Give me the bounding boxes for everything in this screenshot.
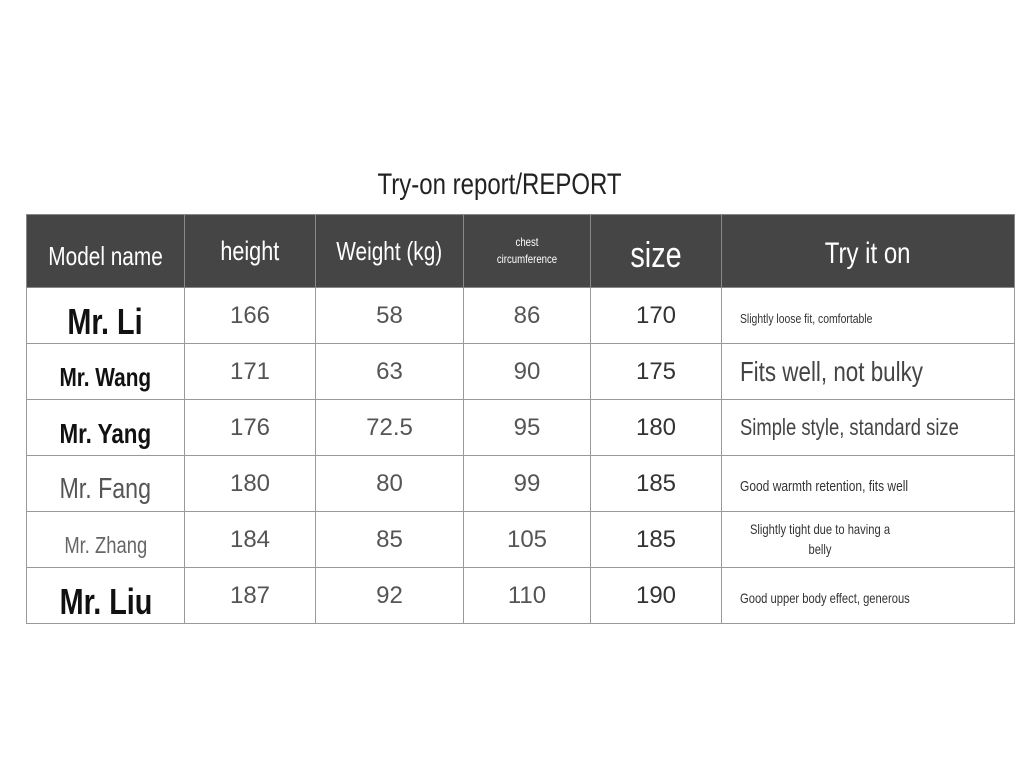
model-name-cell-text: Mr. Yang: [59, 417, 152, 449]
height-cell-text: 176: [229, 413, 271, 441]
try-it-on-cell: Good upper body effect, generous: [721, 567, 1015, 624]
model-name-cell-text: Mr. Wang: [59, 362, 152, 392]
chest-cell: 95: [463, 399, 591, 456]
model-name-cell: Mr. Li: [26, 287, 185, 344]
try-it-on-cell-text: Good upper body effect, generous: [740, 589, 910, 606]
height-cell-text: 166: [229, 301, 271, 329]
height-cell: 187: [184, 567, 316, 624]
header-height: height: [184, 214, 316, 288]
header-size: size: [590, 214, 722, 288]
try-it-on-cell: Slightly loose fit, comfortable: [721, 287, 1015, 344]
size-cell: 175: [590, 343, 722, 400]
size-cell-text: 170: [635, 301, 677, 329]
weight-cell-text: 58: [376, 301, 403, 329]
try-on-table: Model name height Weight (kg) chest circ…: [26, 214, 1015, 624]
weight-cell-text: 92: [376, 581, 403, 609]
weight-cell-text: 85: [376, 525, 403, 553]
size-cell: 170: [590, 287, 722, 344]
height-cell: 176: [184, 399, 316, 456]
table-row: Mr. Zhang 184 85 105 185 Slightly tight due t…: [26, 511, 1015, 568]
model-name-cell: Mr. Yang: [26, 399, 185, 456]
table-row: Mr. Liu 187 92 110 190 Good upper body effect…: [26, 567, 1015, 624]
weight-cell-text: 80: [376, 469, 403, 497]
try-it-on-cell-text: Fits well, not bulky: [740, 355, 923, 387]
size-cell-text: 185: [635, 469, 677, 497]
height-cell-text: 184: [229, 525, 271, 553]
size-cell: 185: [590, 511, 722, 568]
height-cell: 180: [184, 455, 316, 512]
try-it-on-cell-text: Slightly tight due to having a belly: [749, 520, 891, 557]
try-it-on-cell-text: Simple style, standard size: [740, 413, 959, 440]
chest-cell: 90: [463, 343, 591, 400]
try-it-on-cell: Fits well, not bulky: [721, 343, 1015, 400]
height-cell: 166: [184, 287, 316, 344]
report-title: Try-on report/REPORT: [377, 168, 623, 201]
model-name-cell-text: Mr. Liu: [59, 580, 152, 622]
model-name-cell: Mr. Wang: [26, 343, 185, 400]
height-cell-text: 171: [229, 357, 271, 385]
model-name-cell: Mr. Fang: [26, 455, 185, 512]
header-row: Model name height Weight (kg) chest circ…: [26, 214, 1015, 288]
model-name-cell-text: Mr. Fang: [59, 473, 152, 505]
table-row: Mr. Yang 176 72.5 95 180 Simple style, standa…: [26, 399, 1015, 456]
weight-cell-text: 63: [376, 357, 403, 385]
chest-cell-text: 105: [506, 525, 548, 553]
chest-cell-text: 99: [513, 469, 541, 497]
model-name-cell-text: Mr. Li: [67, 300, 144, 342]
chest-cell-text: 110: [507, 581, 547, 609]
weight-cell: 72.5: [315, 399, 464, 456]
model-name-cell: Mr. Liu: [26, 567, 185, 624]
weight-cell-text: 72.5: [366, 413, 413, 441]
table-row: Mr. Wang 171 63 90 175 Fits well, not bulky: [26, 343, 1015, 400]
chest-cell-text: 86: [513, 301, 541, 329]
size-cell: 180: [590, 399, 722, 456]
weight-cell: 80: [315, 455, 464, 512]
header-try-it-on: Try it on: [721, 214, 1015, 288]
size-cell: 190: [590, 567, 722, 624]
chest-cell: 86: [463, 287, 591, 344]
model-name-cell: Mr. Zhang: [26, 511, 185, 568]
chest-cell: 99: [463, 455, 591, 512]
chest-cell-text: 90: [513, 357, 541, 385]
size-cell-text: 185: [635, 525, 677, 553]
try-it-on-cell-text: Good warmth retention, fits well: [740, 477, 909, 495]
try-it-on-cell-text: Slightly loose fit, comfortable: [740, 310, 873, 326]
height-cell-text: 187: [229, 581, 271, 609]
weight-cell: 85: [315, 511, 464, 568]
size-cell-text: 180: [635, 413, 677, 441]
try-it-on-cell: Slightly tight due to having a belly: [721, 511, 1015, 568]
table-row: Mr. Fang 180 80 99 185 Good warmth retention,…: [26, 455, 1015, 512]
chest-cell: 105: [463, 511, 591, 568]
chest-cell: 110: [463, 567, 591, 624]
try-it-on-cell: Good warmth retention, fits well: [721, 455, 1015, 512]
header-weight: Weight (kg): [315, 214, 464, 288]
height-cell: 171: [184, 343, 316, 400]
chest-cell-text: 95: [513, 413, 541, 441]
model-name-cell-text: Mr. Zhang: [64, 531, 147, 558]
size-cell-text: 190: [635, 581, 677, 609]
size-cell: 185: [590, 455, 722, 512]
table-row: Mr. Li 166 58 86 170 Slightly loose fit, comf…: [26, 287, 1015, 344]
header-model-name: Model name: [26, 214, 185, 288]
weight-cell: 63: [315, 343, 464, 400]
weight-cell: 92: [315, 567, 464, 624]
height-cell: 184: [184, 511, 316, 568]
weight-cell: 58: [315, 287, 464, 344]
size-cell-text: 175: [635, 357, 677, 385]
height-cell-text: 180: [229, 469, 271, 497]
try-it-on-cell: Simple style, standard size: [721, 399, 1015, 456]
header-chest: chest circumference: [463, 214, 591, 288]
